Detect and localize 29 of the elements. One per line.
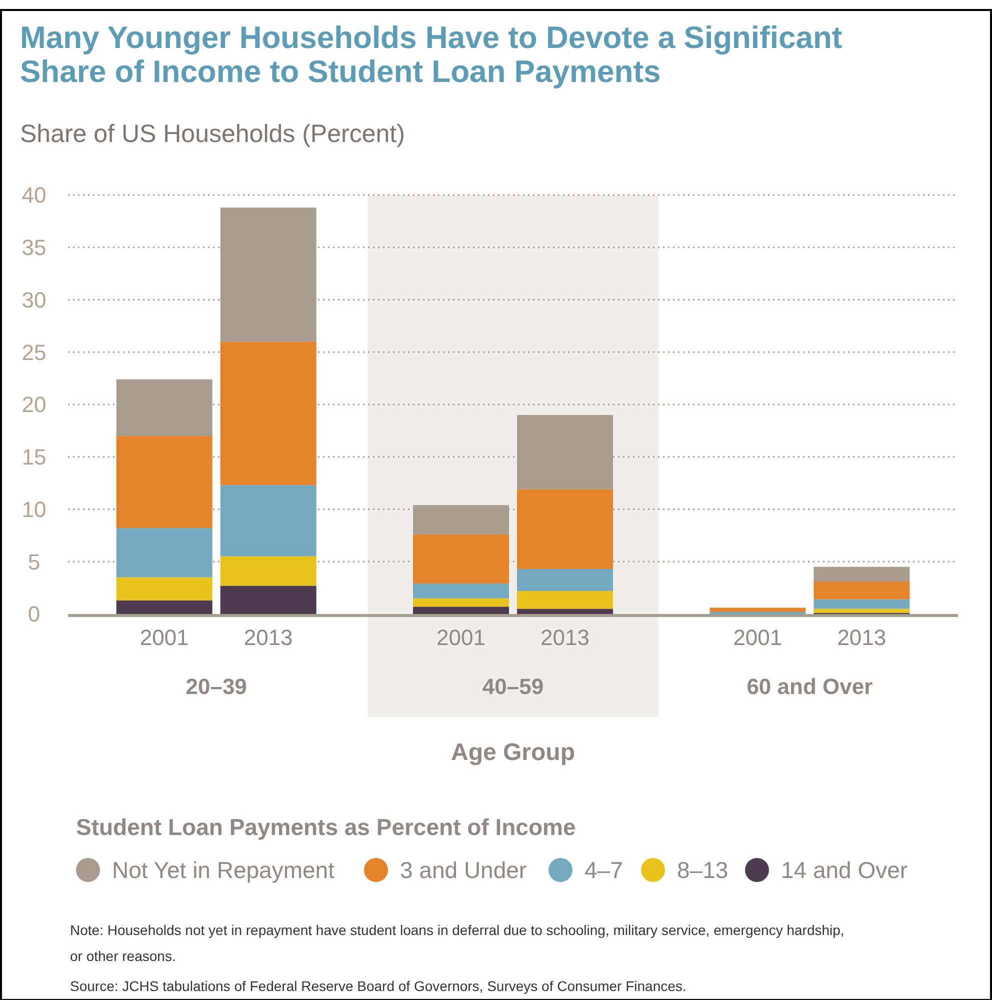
legend-label: 3 and Under xyxy=(400,857,527,884)
x-tick-label: 2013 xyxy=(837,625,886,650)
y-tick-label: 10 xyxy=(22,496,46,522)
chart-subtitle: Share of US Households (Percent) xyxy=(20,120,405,148)
legend-label: Not Yet in Repayment xyxy=(112,857,336,884)
text: 20–39 xyxy=(186,674,247,699)
x-axis-title: Age Group xyxy=(451,739,575,766)
x-tick-label: 2013 xyxy=(244,625,293,650)
chart-title: Many Younger Households Have to Devote a Significant Share of Income to Student Loan Payments xyxy=(20,20,842,89)
x-tick-label: 2001 xyxy=(436,625,486,650)
y-tick-label: 25 xyxy=(22,340,46,365)
legend-label: 14 and Over xyxy=(781,857,908,884)
text: Note: Households not yet in repayment have student loans in deferral due to schooling, military service, emergency hardship, or other reasons. xyxy=(70,922,844,964)
text: 60 and Over xyxy=(746,674,874,699)
x-tick-label: 2001 xyxy=(140,625,189,650)
legend-label: 4–7 xyxy=(584,857,623,884)
y-tick-label: 15 xyxy=(22,444,46,470)
y-tick-label: 20 xyxy=(22,392,46,418)
y-tick-label: 0 xyxy=(28,602,40,627)
legend-label: 8–13 xyxy=(677,857,728,884)
legend-title: Student Loan Payments as Percent of Income xyxy=(76,814,576,840)
y-tick-label: 40 xyxy=(22,182,46,208)
x-tick-label: 2013 xyxy=(540,625,590,650)
y-tick-label: 30 xyxy=(22,287,46,312)
x-tick-label: 2001 xyxy=(733,625,782,650)
y-tick-label: 5 xyxy=(28,549,40,574)
source-note: Source: JCHS tabulations of Federal Reserve Board of Governors, Surveys of Consumer Finances. xyxy=(70,978,686,994)
y-tick-label: 35 xyxy=(22,235,46,260)
text: 40–59 xyxy=(482,674,544,699)
